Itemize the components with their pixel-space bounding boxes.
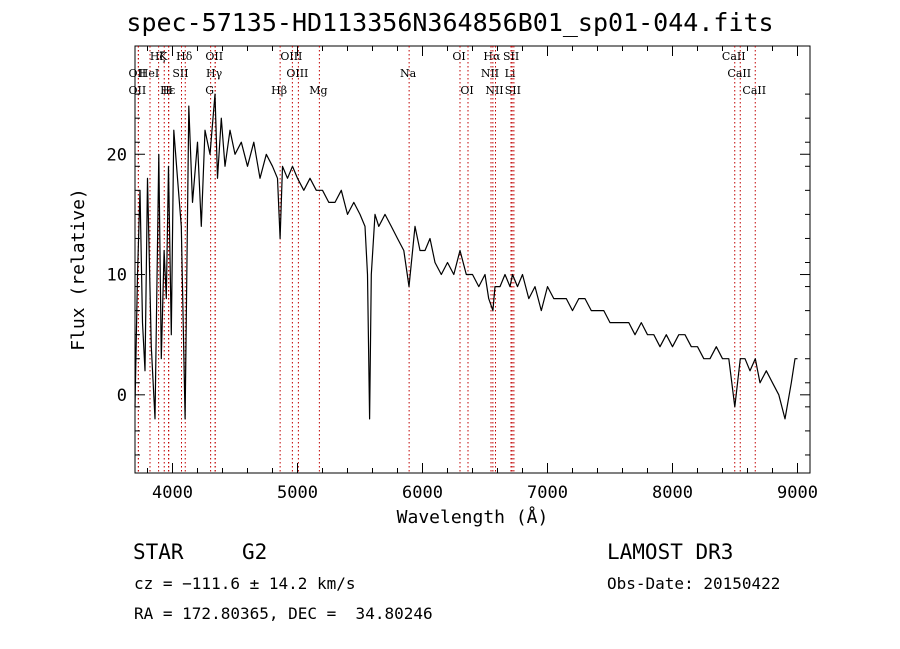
spectral-line-label: OII (205, 50, 223, 63)
spectral-line-label: Hδ (176, 50, 193, 63)
spectral-line-label: OI (452, 50, 465, 63)
spectral-line-label: HeI (139, 67, 159, 80)
spectral-line-label: Mg (309, 84, 327, 97)
spectral-line-label: OIII (286, 67, 308, 80)
spectral-line-label: OIII (280, 50, 302, 63)
spectral-line-label: Li (505, 67, 516, 80)
x-tick-label: 6000 (402, 483, 443, 503)
spectral-line-label: H (163, 84, 173, 97)
spectral-line-label: SII (503, 50, 519, 63)
subclass: G2 (242, 540, 268, 564)
spectral-line-label: Hζ (150, 50, 166, 63)
y-tick-label: 20 (107, 145, 127, 165)
spectral-line-label: K (159, 50, 168, 63)
spectral-line-label: SII (172, 67, 188, 80)
x-tick-label: 4000 (152, 483, 193, 503)
chart-title: spec-57135-HD113356N364856B01_sp01-044.f… (126, 8, 774, 37)
spectral-line-label: NII (481, 67, 499, 80)
x-axis-label: Wavelength (Å) (397, 506, 549, 528)
spectral-line-label: OII (129, 67, 147, 80)
velocity-readout: cz = −111.6 ± 14.2 km/s (134, 574, 356, 593)
survey-name: LAMOST DR3 (607, 540, 734, 564)
spectral-line-label: CaII (727, 67, 751, 80)
spectral-line-label: Hα (483, 50, 501, 63)
spectral-line-label: NII (485, 84, 503, 97)
x-tick-label: 5000 (277, 483, 318, 503)
plot-frame (134, 45, 811, 474)
x-tick-label: 9000 (777, 483, 818, 503)
y-tick-label: 10 (107, 266, 127, 286)
spectral-line-label: CaII (722, 50, 746, 63)
spectral-line-label: OII (129, 84, 147, 97)
spectrum-series-line (134, 93, 798, 420)
spectral-line-label: Hβ (271, 84, 287, 97)
object-class: STAR (133, 540, 184, 564)
x-tick-label: 7000 (527, 483, 568, 503)
spectral-line-label: Na (400, 67, 417, 80)
obs-date: Obs-Date: 20150422 (607, 574, 781, 593)
spectral-line-label: OI (460, 84, 473, 97)
coordinates: RA = 172.80365, DEC = 34.80246 (134, 604, 433, 623)
y-axis-label: Flux (relative) (68, 188, 89, 351)
y-tick-label: 0 (117, 386, 127, 406)
spectral-line-label: G (205, 84, 214, 97)
x-tick-label: 8000 (652, 483, 693, 503)
spectral-line-label: Hγ (206, 67, 223, 80)
spectral-line-label: CaII (742, 84, 766, 97)
spectral-line-label: SII (505, 84, 521, 97)
